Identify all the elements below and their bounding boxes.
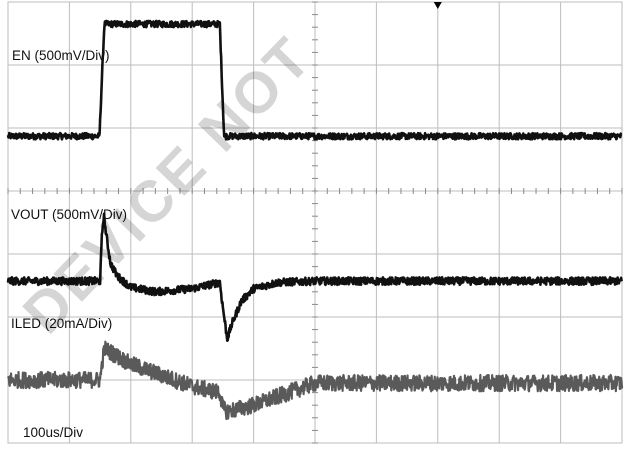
en-channel-label: EN (500mV/Div) (12, 48, 110, 63)
iled-channel-label: ILED (20mA/Div) (11, 316, 113, 331)
grid (7, 1, 623, 444)
vout-trace (6, 212, 624, 343)
trigger-arrow (433, 2, 442, 9)
trigger-marker (433, 2, 442, 9)
en-trace (6, 19, 623, 141)
traces (6, 19, 624, 421)
time-scale-label: 100us/Div (23, 425, 84, 440)
vout-channel-label: VOUT (500mV/Div) (11, 207, 128, 222)
iled-trace (7, 340, 624, 421)
